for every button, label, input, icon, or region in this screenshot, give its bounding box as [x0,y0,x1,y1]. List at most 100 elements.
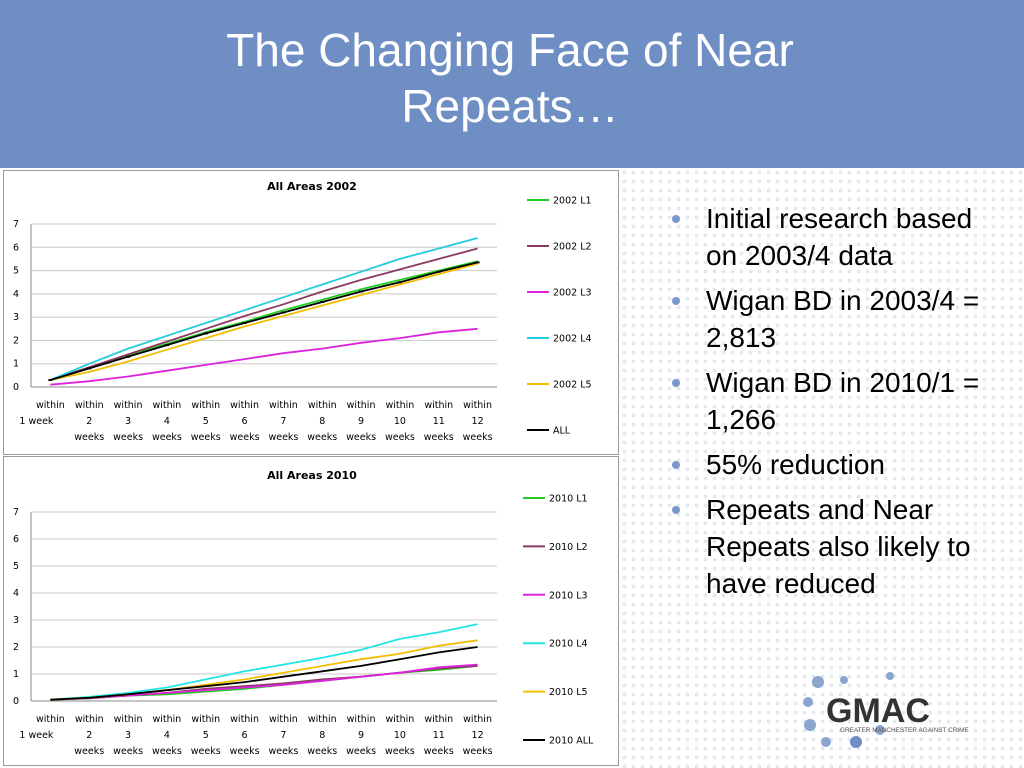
x-tick-label: 4 [164,416,170,427]
y-tick-label: 3 [13,312,19,323]
x-tick-label: weeks [152,432,182,443]
x-tick-label: weeks [307,746,337,757]
x-tick-label: within [347,714,376,725]
series-line-2010-l3 [50,663,478,701]
series-marker [475,261,480,264]
series-line-2002-l4 [50,237,478,381]
legend-label: 2002 L1 [553,196,592,207]
series-marker [320,301,325,304]
y-tick-label: 3 [13,615,19,626]
x-tick-label: weeks [191,432,221,443]
series-line-2010-all [50,646,478,701]
logo-text: GMAC [826,692,930,730]
series-marker [164,344,169,347]
x-tick-label: 10 [394,730,406,741]
x-tick-label: weeks [307,432,337,443]
bullet-item: Initial research based on 2003/4 data [668,200,998,274]
x-tick-label: within [424,400,453,411]
x-tick-label: within [36,714,65,725]
legend-label: ALL [553,426,571,437]
bullet-text: Wigan BD in 2003/4 = 2,813 [706,285,980,353]
chart-title: All Areas 2010 [267,469,357,482]
x-tick-label: within [269,714,298,725]
bullet-icon [672,215,680,223]
y-tick-label: 0 [13,382,19,393]
x-tick-label: within [153,400,182,411]
x-tick-label: within [191,400,220,411]
gmac-logo: GMAC GREATER MANCHESTER AGAINST CRIME [803,672,969,748]
x-tick-label: weeks [424,432,454,443]
y-tick-label: 4 [13,289,19,300]
x-tick-label: within [463,714,492,725]
y-tick-label: 1 [13,359,19,370]
title-line-2: Repeats… [401,80,619,132]
series-line-2002-l1 [50,260,478,381]
x-tick-label: within [191,714,220,725]
y-tick-label: 5 [13,266,19,277]
bullet-list: Initial research based on 2003/4 data Wi… [668,200,998,610]
series-marker [203,332,208,335]
series-line-all [50,261,478,381]
x-tick-label: 9 [358,730,364,741]
x-tick-label: within [36,400,65,411]
x-tick-label: within [463,400,492,411]
x-tick-label: within [75,714,104,725]
x-tick-label: 5 [203,730,209,741]
x-tick-label: weeks [385,432,415,443]
x-tick-label: 6 [242,730,248,741]
x-tick-label: weeks [74,746,104,757]
x-tick-label: within [114,400,143,411]
legend-marker [536,429,540,431]
x-tick-label: within [230,714,259,725]
x-tick-label: within [153,714,182,725]
y-tick-label: 0 [13,696,19,707]
bullet-text: Wigan BD in 2010/1 = 1,266 [706,367,980,435]
bullet-item: Repeats and Near Repeats also likely to … [668,491,998,602]
x-tick-label: within [386,400,415,411]
title-line-1: The Changing Face of Near [226,24,794,76]
x-tick-label: 3 [125,730,131,741]
x-tick-label: weeks [268,432,298,443]
series-line-2002-l5 [50,262,478,381]
x-tick-label: within [230,400,259,411]
bullet-icon [672,379,680,387]
legend-label: 2002 L4 [553,334,592,345]
x-tick-label: 8 [319,730,325,741]
x-tick-label: weeks [268,746,298,757]
x-tick-label: 12 [472,730,484,741]
chart-all-areas-2002: All Areas 2002 0 1 2 3 4 5 6 7 within 1 week within… [3,170,619,455]
legend-label: 2010 L3 [549,590,588,601]
legend-label: 2010 L1 [549,494,588,505]
x-tick-label: 1 week [19,730,54,741]
x-tick-label: weeks [113,432,143,443]
series-line-2010-l4 [50,623,478,701]
x-tick-label: 12 [472,416,484,427]
bullet-icon [672,461,680,469]
series-marker [126,355,131,358]
x-tick-label: weeks [230,746,260,757]
chart-title: All Areas 2002 [267,180,357,193]
y-tick-label: 5 [13,561,19,572]
series-line-2002-l2 [50,247,478,381]
x-tick-label: within [386,714,415,725]
x-tick-label: within [114,714,143,725]
x-tick-label: within [347,400,376,411]
x-tick-label: 3 [125,416,131,427]
legend-label: 2002 L5 [553,380,592,391]
x-tick-label: within [308,714,337,725]
y-tick-label: 1 [13,669,19,680]
y-tick-label: 2 [13,642,19,653]
bullet-text: Initial research based on 2003/4 data [706,203,973,271]
x-tick-label: within [424,714,453,725]
series-marker [397,281,402,284]
x-tick-label: weeks [385,746,415,757]
legend-label: 2010 L5 [549,687,588,698]
legend-label: 2010 L2 [549,542,588,553]
slide-title: The Changing Face of Near Repeats… [100,22,920,134]
x-tick-label: 5 [203,416,209,427]
bullet-item: Wigan BD in 2003/4 = 2,813 [668,282,998,356]
y-tick-label: 6 [13,242,19,253]
x-tick-label: weeks [424,746,454,757]
x-tick-label: within [75,400,104,411]
